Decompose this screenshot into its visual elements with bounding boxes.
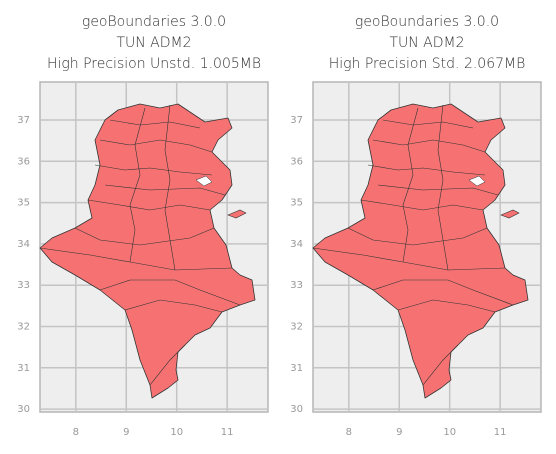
- x-tick-label: 9: [123, 427, 129, 438]
- x-tick-label: 9: [396, 427, 402, 438]
- x-tick-label: 10: [170, 427, 183, 438]
- y-tick-label: 33: [290, 280, 303, 291]
- y-tick-label: 34: [17, 239, 30, 250]
- y-tick-label: 30: [290, 404, 303, 415]
- panel-title: geoBoundaries 3.0.0: [82, 14, 226, 30]
- x-tick-label: 8: [73, 427, 79, 438]
- x-tick-label: 11: [221, 427, 234, 438]
- y-tick-label: 37: [290, 115, 303, 126]
- panel-title: TUN ADM2: [389, 35, 464, 51]
- map-panel: geoBoundaries 3.0.0 TUN ADM2 High Precisio…: [290, 14, 542, 438]
- y-tick-label: 37: [17, 115, 30, 126]
- y-tick-label: 36: [17, 156, 30, 167]
- y-tick-label: 31: [290, 363, 303, 374]
- y-tick-label: 32: [290, 322, 303, 333]
- x-tick-label: 11: [494, 427, 507, 438]
- panel-title: High Precision Unstd. 1.005MB: [47, 56, 261, 72]
- y-tick-label: 31: [17, 363, 30, 374]
- panel-title: geoBoundaries 3.0.0: [355, 14, 499, 30]
- x-tick-label: 10: [443, 427, 456, 438]
- y-tick-label: 32: [17, 322, 30, 333]
- panel-title: High Precision Std. 2.067MB: [329, 56, 526, 72]
- y-tick-label: 35: [290, 198, 303, 209]
- panel-title: TUN ADM2: [116, 35, 191, 51]
- y-tick-label: 34: [290, 239, 303, 250]
- y-tick-label: 36: [290, 156, 303, 167]
- y-tick-label: 33: [17, 280, 30, 291]
- y-tick-label: 30: [17, 404, 30, 415]
- x-tick-label: 8: [346, 427, 352, 438]
- y-tick-label: 35: [17, 198, 30, 209]
- map-panel: geoBoundaries 3.0.0 TUN ADM2 High Precisio…: [17, 14, 269, 438]
